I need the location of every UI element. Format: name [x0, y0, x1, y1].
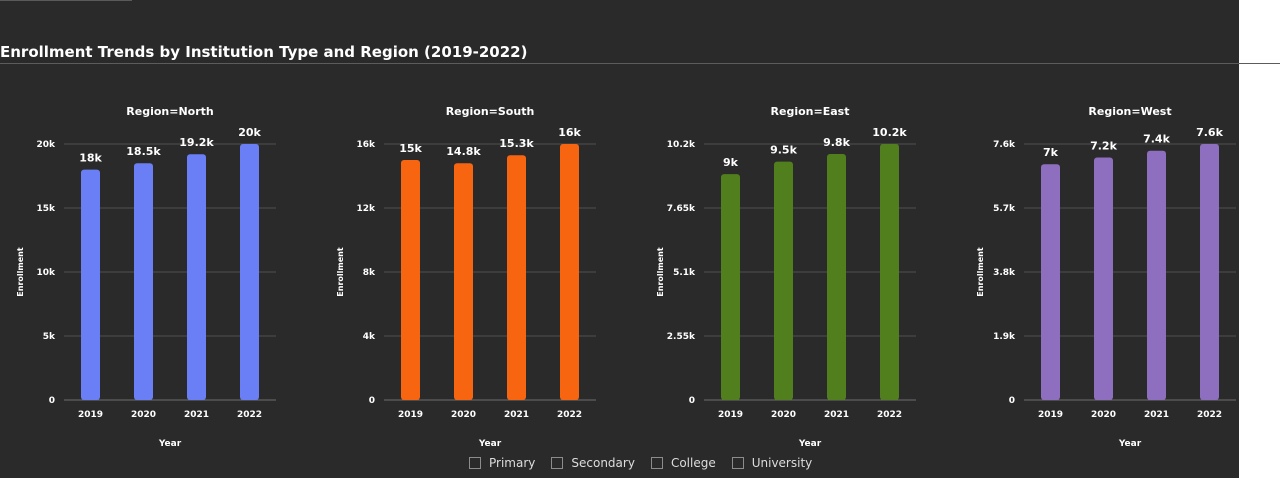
title-divider: [0, 63, 1280, 64]
legend-item-college[interactable]: College: [650, 456, 716, 470]
bar: [1094, 157, 1113, 400]
y-axis-title: Enrollment: [976, 247, 985, 297]
bar-value-label: 7k: [1043, 146, 1059, 159]
bar: [507, 155, 526, 400]
y-tick-label: 0: [49, 396, 55, 406]
y-tick-label: 16k: [356, 140, 376, 150]
bar-value-label: 7.2k: [1090, 139, 1117, 152]
bar-value-label: 7.6k: [1196, 126, 1223, 139]
x-tick-label: 2021: [824, 410, 849, 420]
x-axis-title: Year: [1118, 439, 1142, 449]
y-tick-label: 20k: [36, 140, 56, 150]
y-tick-label: 1.9k: [993, 332, 1016, 342]
x-tick-label: 2019: [398, 410, 423, 420]
bar-value-label: 18.5k: [126, 145, 161, 158]
x-tick-label: 2020: [131, 410, 156, 420]
x-tick-label: 2022: [877, 410, 902, 420]
bar-value-label: 15k: [399, 142, 422, 155]
y-tick-label: 3.8k: [993, 268, 1016, 278]
legend-item-secondary[interactable]: Secondary: [551, 456, 635, 470]
y-tick-label: 0: [689, 396, 695, 406]
bar: [1147, 150, 1166, 400]
x-axis-title: Year: [478, 439, 502, 449]
legend-checkbox-secondary[interactable]: [551, 457, 564, 469]
x-tick-label: 2021: [504, 410, 529, 420]
bar-value-label: 9.8k: [823, 136, 850, 149]
chart-area: 0 5k 10k 15k 20k 18k 2019 18.5k 2020 19.2k 2021 20k…: [16, 105, 1236, 449]
bar-value-label: 7.4k: [1143, 133, 1170, 146]
y-axis-title: Enrollment: [16, 247, 25, 297]
legend-label-primary: Primary: [489, 456, 536, 470]
legend: Primary Secondary College University: [469, 453, 812, 473]
bar: [240, 144, 259, 400]
bar: [560, 144, 579, 400]
legend-label-university: University: [751, 456, 813, 470]
bar: [187, 154, 206, 400]
bar: [81, 169, 100, 400]
bar: [1041, 164, 1060, 400]
x-tick-label: 2020: [451, 410, 476, 420]
bar-value-label: 19.2k: [179, 136, 214, 149]
bar-value-label: 15.3k: [499, 137, 534, 150]
x-tick-label: 2021: [184, 410, 209, 420]
bar: [774, 161, 793, 400]
page-title: Enrollment Trends by Institution Type an…: [0, 43, 528, 61]
x-tick-label: 2022: [1197, 410, 1222, 420]
x-tick-label: 2021: [1144, 410, 1169, 420]
y-tick-label: 10.2k: [667, 140, 696, 150]
y-axis-title: Enrollment: [656, 247, 665, 297]
legend-item-primary[interactable]: Primary: [469, 456, 535, 470]
bar: [401, 160, 420, 400]
y-tick-label: 0: [369, 396, 375, 406]
x-axis-title: Year: [158, 439, 182, 449]
x-tick-label: 2019: [718, 410, 743, 420]
legend-checkbox-university[interactable]: [731, 457, 744, 469]
x-tick-label: 2019: [1038, 410, 1063, 420]
y-tick-label: 0: [1009, 396, 1015, 406]
bar-value-label: 14.8k: [446, 145, 481, 158]
bar: [827, 154, 846, 400]
bar: [134, 163, 153, 400]
subplot-title: Region=West: [1088, 105, 1171, 118]
y-tick-label: 2.55k: [667, 332, 696, 342]
y-tick-label: 15k: [36, 204, 56, 214]
y-axis-title: Enrollment: [336, 247, 345, 297]
bar: [721, 174, 740, 400]
subplot-title: Region=South: [446, 105, 535, 118]
x-axis-title: Year: [798, 439, 822, 449]
legend-checkbox-college[interactable]: [650, 457, 663, 469]
x-tick-label: 2020: [771, 410, 796, 420]
y-tick-label: 5k: [43, 332, 56, 342]
legend-label-college: College: [670, 456, 716, 470]
y-tick-label: 7.65k: [667, 204, 696, 214]
bar-value-label: 18k: [79, 152, 102, 165]
top-divider: [0, 0, 132, 1]
y-tick-label: 5.1k: [673, 268, 696, 278]
x-tick-label: 2019: [78, 410, 103, 420]
bar-value-label: 20k: [238, 126, 261, 139]
y-tick-label: 5.7k: [993, 204, 1016, 214]
legend-checkbox-primary[interactable]: [469, 457, 481, 469]
subplot-title: Region=East: [771, 105, 850, 118]
y-tick-label: 4k: [363, 332, 376, 342]
subplot-title: Region=North: [126, 105, 213, 118]
x-tick-label: 2020: [1091, 410, 1116, 420]
y-tick-label: 12k: [356, 204, 376, 214]
legend-label-secondary: Secondary: [571, 456, 635, 470]
x-tick-label: 2022: [237, 410, 262, 420]
bar: [1200, 144, 1219, 400]
legend-item-university[interactable]: University: [731, 456, 813, 470]
y-tick-label: 10k: [36, 268, 56, 278]
bar-value-label: 10.2k: [872, 126, 907, 139]
bar: [880, 144, 899, 400]
x-tick-label: 2022: [557, 410, 582, 420]
y-tick-label: 8k: [363, 268, 376, 278]
bar: [454, 163, 473, 400]
bar-value-label: 16k: [558, 126, 581, 139]
bar-value-label: 9.5k: [770, 144, 797, 157]
y-tick-label: 7.6k: [993, 140, 1016, 150]
bar-value-label: 9k: [723, 156, 739, 169]
